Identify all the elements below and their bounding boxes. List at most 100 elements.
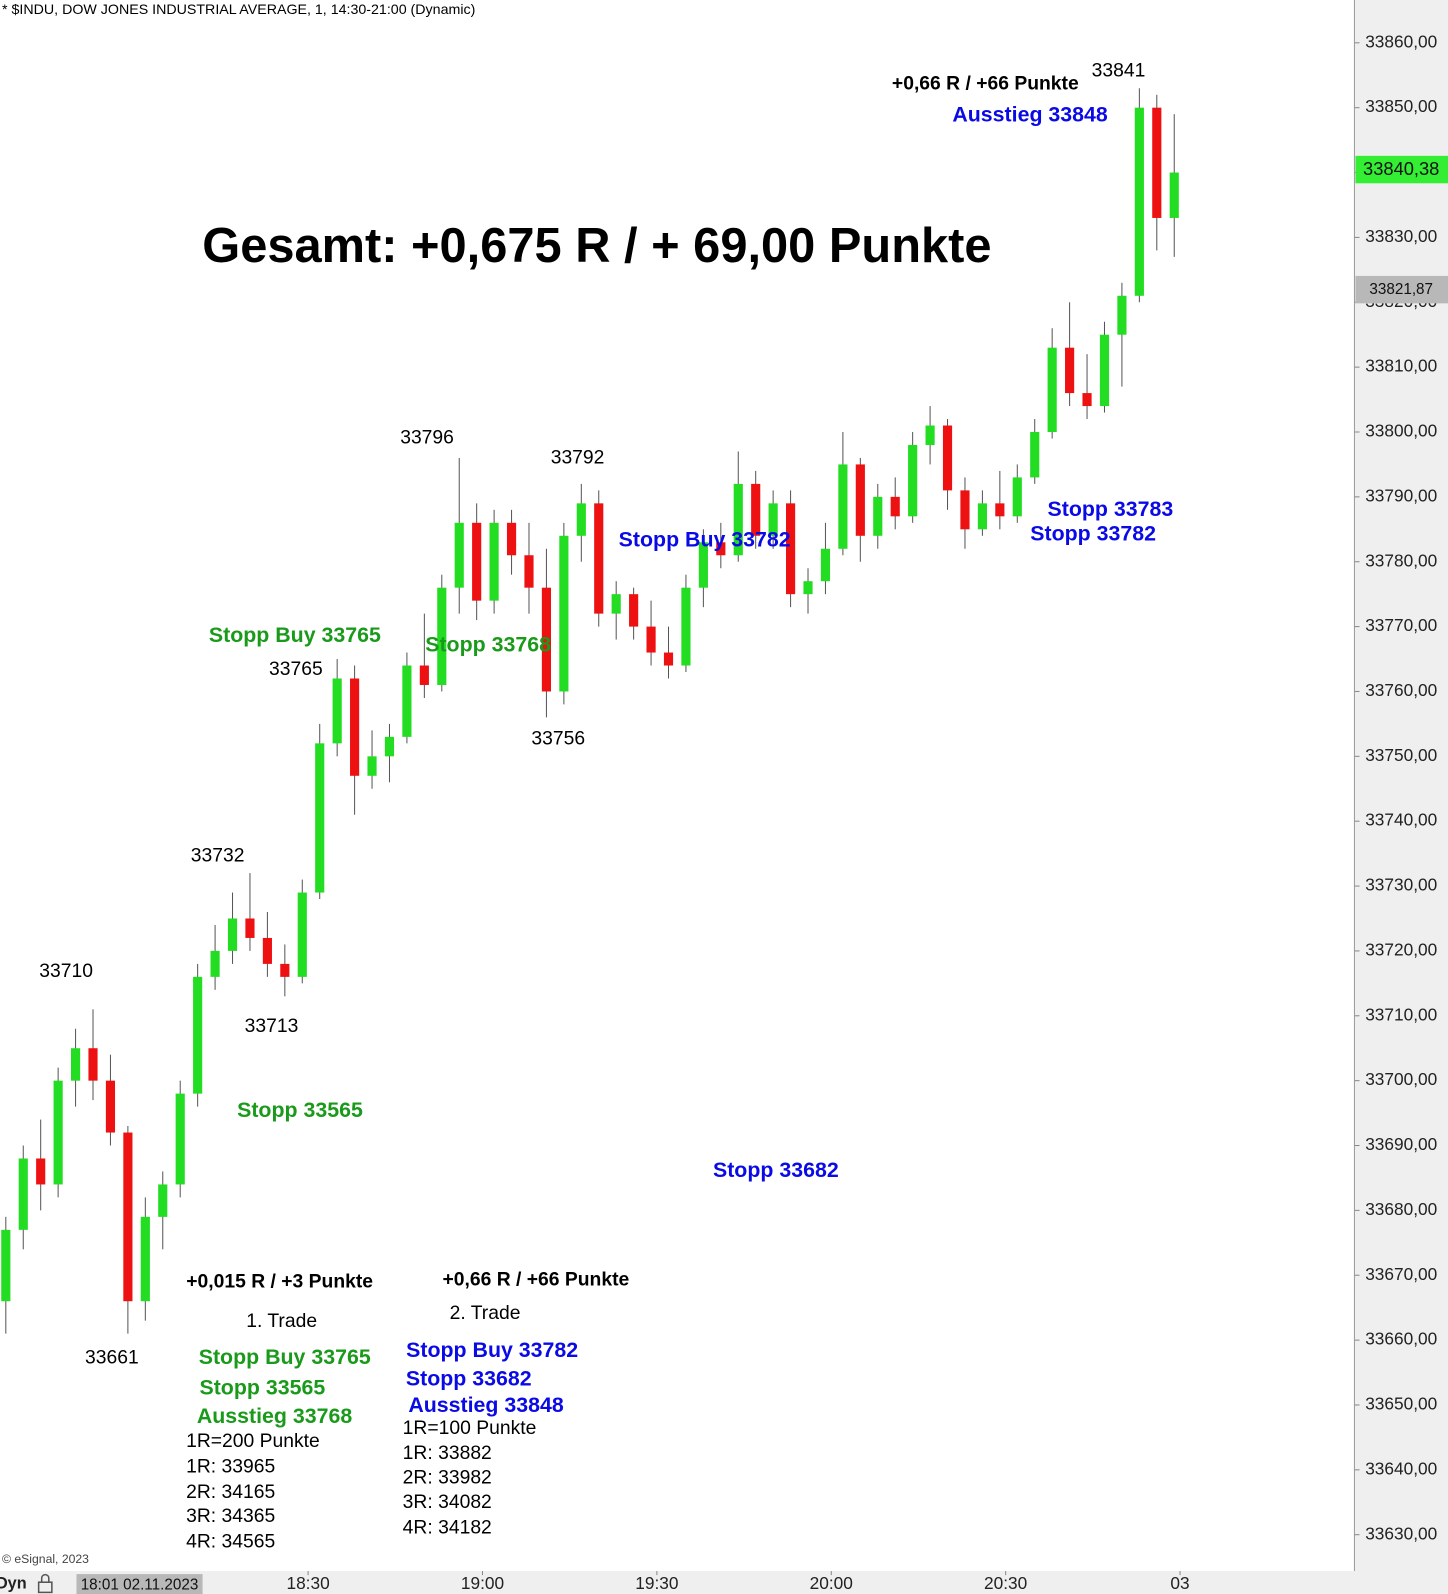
annotation: 2R: 33982 bbox=[403, 1468, 492, 1489]
annotation: Ausstieg 33848 bbox=[952, 103, 1108, 127]
candle-body bbox=[88, 1048, 98, 1081]
candle-body bbox=[280, 963, 290, 977]
candle-body bbox=[367, 756, 377, 776]
candle-body bbox=[437, 587, 447, 685]
annotation: +0,66 R / +66 Punkte bbox=[442, 1269, 629, 1290]
annotation: Stopp 33682 bbox=[713, 1158, 839, 1182]
candle-body bbox=[1047, 347, 1057, 433]
candle-body bbox=[402, 665, 412, 737]
price-tag-label: 33840,38 bbox=[1363, 158, 1439, 179]
candle-body bbox=[384, 736, 395, 757]
y-tick-label: 33790,00 bbox=[1365, 485, 1437, 505]
annotation: 1R: 33965 bbox=[186, 1456, 275, 1477]
annotation: +0,66 R / +66 Punkte bbox=[892, 74, 1079, 95]
annotation: 1. Trade bbox=[246, 1311, 317, 1332]
annotation: Stopp 33565 bbox=[199, 1376, 325, 1400]
candle-body bbox=[489, 522, 499, 601]
mode-label: Dyn bbox=[0, 1575, 27, 1593]
y-axis-strip bbox=[1354, 0, 1448, 1594]
annotation: 33756 bbox=[531, 728, 585, 749]
price-tag bbox=[1355, 155, 1448, 184]
candle-body bbox=[1152, 107, 1162, 218]
annotation: 33765 bbox=[269, 659, 323, 680]
annotation: 4R: 34182 bbox=[403, 1517, 492, 1538]
candle-body bbox=[227, 918, 238, 951]
candle-body bbox=[925, 425, 935, 445]
candle-body bbox=[1065, 347, 1075, 394]
candle-body bbox=[1134, 107, 1144, 296]
candle-body bbox=[576, 503, 586, 536]
annotation: +0,015 R / +3 Punkte bbox=[186, 1271, 373, 1292]
candle-body bbox=[1, 1229, 11, 1302]
lock-shackle bbox=[40, 1573, 50, 1583]
candle-body bbox=[18, 1158, 28, 1230]
y-tick-label: 33650,00 bbox=[1365, 1394, 1437, 1414]
annotation: Stopp 33782 bbox=[1030, 522, 1156, 546]
y-tick-label: 33630,00 bbox=[1365, 1523, 1437, 1543]
annotation: Stopp Buy 33782 bbox=[406, 1338, 578, 1362]
price-tag-label: 33821,87 bbox=[1369, 281, 1433, 298]
y-tick-label: 33860,00 bbox=[1365, 31, 1437, 51]
annotation: Stopp 33783 bbox=[1048, 497, 1174, 521]
candle-body bbox=[1117, 295, 1127, 335]
candle-body bbox=[1030, 432, 1040, 478]
annotation: 1R=200 Punkte bbox=[186, 1431, 320, 1452]
candle-body bbox=[541, 587, 552, 692]
annotation: Stopp 33565 bbox=[237, 1098, 363, 1122]
candle-body bbox=[698, 542, 708, 588]
candle-body bbox=[36, 1158, 46, 1185]
candle-body bbox=[297, 892, 307, 977]
x-tick-label: 18:30 bbox=[286, 1573, 329, 1593]
candle-body bbox=[733, 483, 743, 556]
candle-body bbox=[960, 490, 970, 530]
candle-body bbox=[751, 483, 761, 536]
candle-body bbox=[419, 665, 429, 685]
copyright: © eSignal, 2023 bbox=[2, 1552, 89, 1566]
candle-body bbox=[995, 503, 1005, 517]
candle-body bbox=[53, 1080, 63, 1185]
annotation: 1R: 33882 bbox=[403, 1443, 492, 1464]
candle-body bbox=[105, 1080, 116, 1133]
candle-body bbox=[890, 496, 900, 517]
candle-body bbox=[873, 496, 883, 536]
candle-body bbox=[977, 503, 987, 530]
y-tick-label: 33640,00 bbox=[1365, 1458, 1437, 1478]
candle-body bbox=[942, 425, 953, 491]
candle-body bbox=[716, 542, 726, 556]
y-tick-label: 33750,00 bbox=[1365, 745, 1437, 765]
y-tick-label: 33730,00 bbox=[1365, 875, 1437, 895]
y-tick-label: 33770,00 bbox=[1365, 615, 1437, 635]
x-tick-label: 20:30 bbox=[984, 1573, 1027, 1593]
annotation: Stopp Buy 33782 bbox=[619, 528, 791, 552]
candle-body bbox=[663, 652, 674, 666]
annotation: 33710 bbox=[39, 961, 93, 982]
y-tick-label: 33720,00 bbox=[1365, 939, 1437, 959]
annotation: Stopp 33768 bbox=[425, 632, 551, 656]
annotation: 3R: 34082 bbox=[403, 1492, 492, 1513]
chart-title: * $INDU, DOW JONES INDUSTRIAL AVERAGE, 1… bbox=[2, 2, 475, 18]
candle-body bbox=[175, 1093, 185, 1185]
candle-body bbox=[472, 522, 482, 601]
annotation: 33796 bbox=[400, 427, 454, 448]
candle-body bbox=[350, 678, 360, 776]
candle-body bbox=[332, 678, 342, 744]
x-tick-label: 19:30 bbox=[635, 1573, 678, 1593]
candle-body bbox=[908, 444, 918, 517]
candle-body bbox=[140, 1216, 150, 1302]
annotation: 33841 bbox=[1092, 60, 1146, 81]
price-tag bbox=[1355, 275, 1448, 304]
candle-body bbox=[158, 1184, 168, 1217]
annotation: 4R: 34565 bbox=[186, 1532, 275, 1553]
annotation: 2R: 34165 bbox=[186, 1482, 275, 1503]
y-tick-label: 33830,00 bbox=[1365, 226, 1437, 246]
y-tick-label: 33710,00 bbox=[1365, 1004, 1437, 1024]
candle-body bbox=[262, 937, 272, 964]
candle-body bbox=[646, 626, 656, 653]
y-tick-label: 33700,00 bbox=[1365, 1069, 1437, 1089]
candle-body bbox=[838, 464, 848, 549]
y-tick-label: 33810,00 bbox=[1365, 356, 1437, 376]
candle-body bbox=[70, 1048, 81, 1081]
